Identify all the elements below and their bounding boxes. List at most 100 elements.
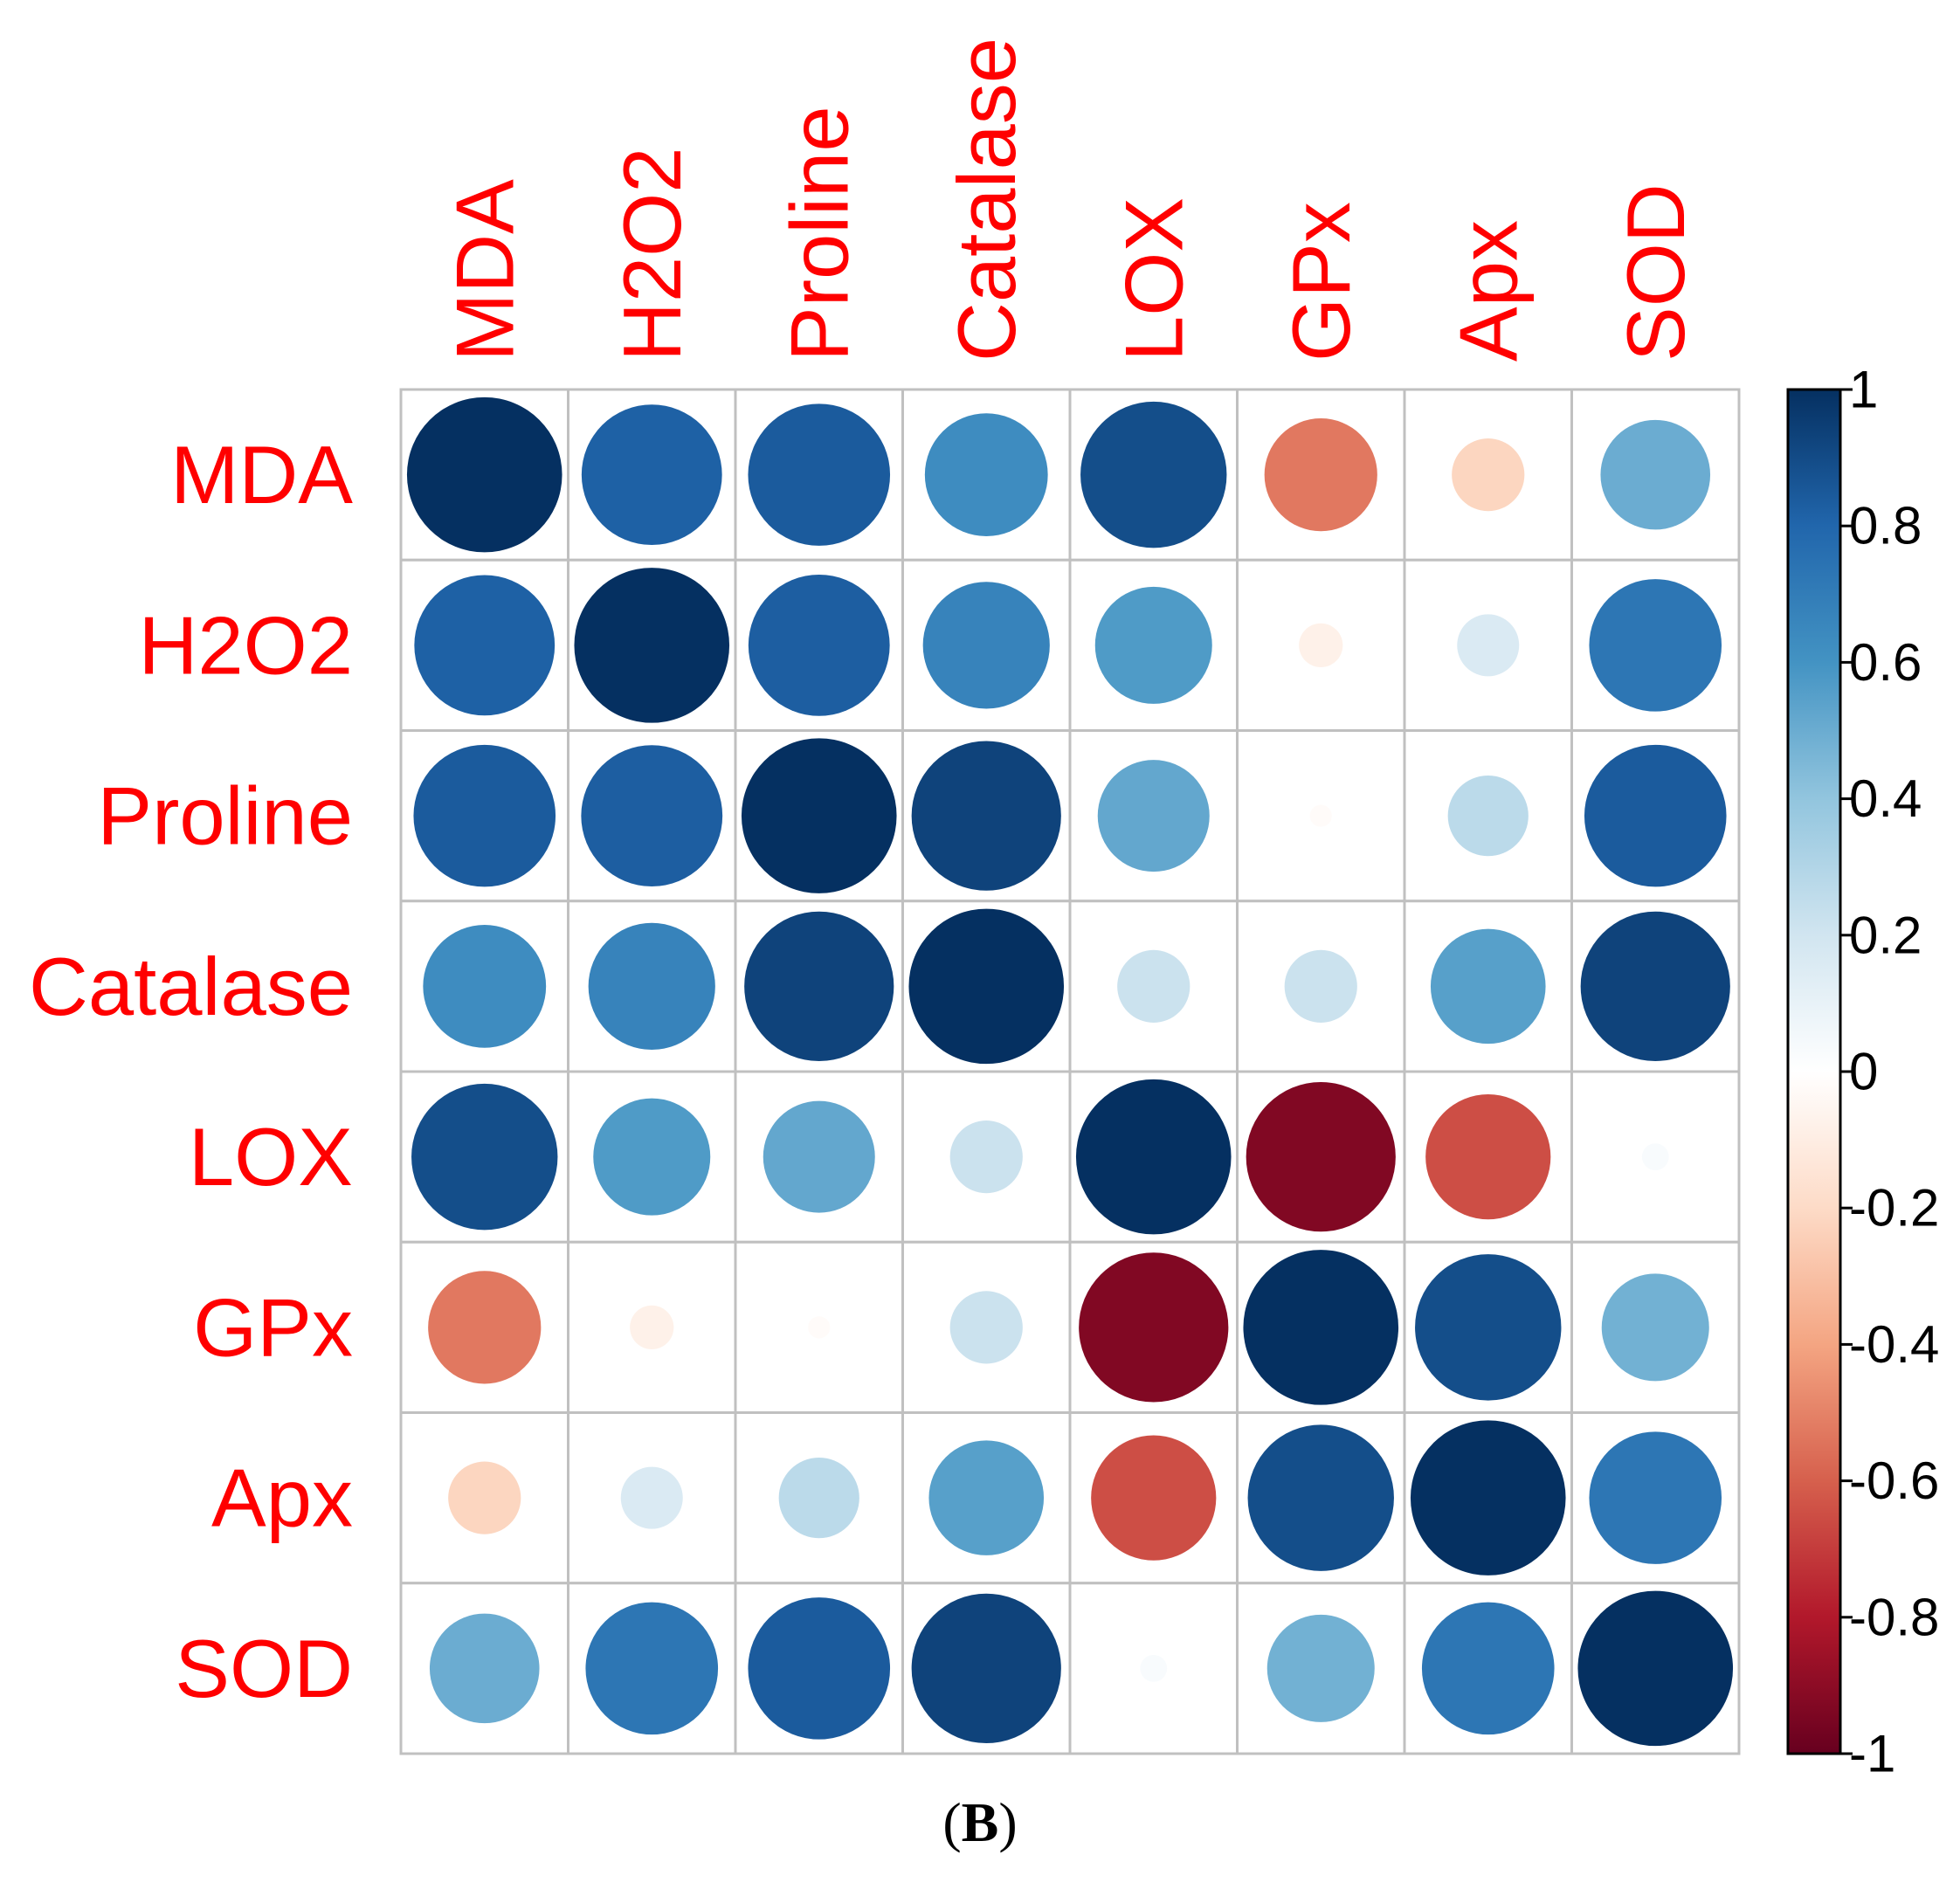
row-label-sod: SOD	[175, 1623, 353, 1714]
corr-circle-proline-proline	[741, 738, 897, 893]
corr-circle-lox-proline	[763, 1100, 875, 1213]
corr-circle-catalase-h2o2	[588, 922, 715, 1050]
corr-circle-sod-catalase	[911, 1593, 1061, 1743]
corr-circle-h2o2-proline	[748, 574, 890, 716]
corr-circle-lox-catalase	[949, 1120, 1023, 1194]
corr-circle-gpx-catalase	[949, 1291, 1023, 1364]
row-label-lox: LOX	[189, 1111, 353, 1203]
corr-circle-mda-gpx	[1264, 418, 1377, 532]
corr-circle-lox-lox	[1075, 1079, 1232, 1235]
corr-circle-apx-lox	[1091, 1435, 1217, 1561]
corr-circle-apx-sod	[1589, 1431, 1722, 1564]
corr-circle-gpx-sod	[1601, 1273, 1709, 1382]
row-labels: MDA H2O2 Proline Catalase LOX GPx Apx SOD	[29, 429, 353, 1714]
column-label-catalase: Catalase	[941, 38, 1032, 362]
corr-circle-h2o2-lox	[1094, 586, 1212, 704]
corr-circle-proline-apx	[1447, 776, 1529, 857]
grid-cell	[1570, 388, 1741, 562]
corr-circle-mda-sod	[1600, 419, 1711, 530]
corr-circle-mda-lox	[1080, 401, 1227, 548]
corr-circle-h2o2-gpx	[1299, 623, 1343, 667]
corr-circle-catalase-gpx	[1284, 949, 1357, 1023]
corr-circle-h2o2-catalase	[922, 582, 1050, 709]
colorbar-tick-label: -0.2	[1849, 1179, 1939, 1238]
corr-circle-gpx-mda	[428, 1271, 542, 1384]
corr-circle-apx-gpx	[1247, 1424, 1394, 1571]
corr-circle-apx-catalase	[928, 1440, 1045, 1555]
corr-circle-lox-sod	[1641, 1143, 1669, 1171]
corr-circle-proline-gpx	[1309, 804, 1332, 827]
colorbar-tick-label: 0.8	[1849, 497, 1922, 555]
row-label-apx: Apx	[211, 1452, 353, 1544]
corr-circle-sod-h2o2	[585, 1602, 719, 1735]
corr-circle-h2o2-h2o2	[574, 568, 730, 723]
corr-circle-sod-apx	[1421, 1602, 1555, 1735]
colorbar-tick-label: 0.6	[1849, 633, 1922, 692]
corr-circle-lox-gpx	[1246, 1082, 1396, 1232]
colorbar-tick-label: -0.6	[1849, 1451, 1939, 1510]
caption-close: )	[998, 1791, 1018, 1853]
figure-caption: (B)	[0, 1790, 1960, 1855]
corr-circle-mda-apx	[1452, 438, 1525, 512]
corr-circle-lox-h2o2	[593, 1098, 711, 1216]
caption-open: (	[942, 1791, 962, 1853]
row-label-proline: Proline	[97, 770, 353, 862]
corr-circle-apx-proline	[778, 1458, 859, 1539]
corr-circle-lox-apx	[1425, 1094, 1551, 1220]
corr-circle-proline-h2o2	[581, 745, 723, 887]
colorbar: 1 0.8 0.6 0.4 0.2 0 -0.2 -0.4 -0.6 -0.8 -1	[1786, 361, 1939, 1783]
corr-circle-gpx-gpx	[1243, 1250, 1399, 1405]
column-label-h2o2: H2O2	[606, 147, 698, 362]
colorbar-tick-label: 0	[1849, 1043, 1878, 1101]
colorbar-tick-label: -1	[1849, 1725, 1895, 1783]
corr-circle-catalase-proline	[744, 911, 894, 1061]
corr-circle-sod-sod	[1577, 1590, 1734, 1747]
correlation-circles	[406, 396, 1734, 1747]
corr-circle-mda-proline	[748, 403, 891, 546]
corr-circle-gpx-h2o2	[630, 1305, 674, 1349]
corr-circle-sod-proline	[748, 1597, 891, 1740]
corr-circle-mda-h2o2	[581, 404, 722, 546]
corr-circle-h2o2-mda	[414, 575, 556, 716]
corr-circle-proline-catalase	[911, 741, 1061, 891]
corr-circle-catalase-mda	[423, 924, 547, 1048]
colorbar-tick-label: 0.4	[1849, 769, 1922, 828]
grid-cell	[1236, 729, 1406, 903]
colorbar-tick-label: -0.4	[1849, 1315, 1939, 1374]
corr-circle-catalase-sod	[1580, 911, 1730, 1061]
column-label-proline: Proline	[773, 106, 865, 362]
row-label-catalase: Catalase	[29, 941, 353, 1032]
corr-circle-apx-h2o2	[620, 1466, 683, 1529]
column-labels: MDA H2O2 Proline Catalase LOX GPx Apx SOD	[438, 38, 1701, 362]
corr-circle-gpx-apx	[1415, 1254, 1562, 1401]
corr-circle-proline-lox	[1097, 760, 1210, 872]
corr-circle-gpx-proline	[808, 1316, 831, 1339]
corr-circle-apx-apx	[1410, 1420, 1566, 1575]
column-label-sod: SOD	[1610, 183, 1701, 362]
corr-circle-sod-gpx	[1266, 1614, 1375, 1722]
colorbar-tick-label: 0.2	[1849, 906, 1922, 964]
corr-circle-sod-lox	[1140, 1654, 1168, 1682]
colorbar-gradient	[1786, 388, 1842, 1755]
corr-circle-proline-mda	[413, 744, 556, 887]
caption-letter: B	[961, 1791, 999, 1853]
corr-circle-sod-mda	[429, 1613, 540, 1724]
corr-circle-gpx-lox	[1079, 1252, 1229, 1403]
corr-circle-h2o2-apx	[1457, 614, 1520, 677]
grid-cell	[1236, 558, 1406, 732]
corr-circle-catalase-apx	[1430, 928, 1546, 1045]
corr-circle-mda-mda	[406, 396, 562, 553]
corr-circle-mda-catalase	[924, 413, 1048, 537]
column-label-gpx: GPx	[1275, 202, 1367, 362]
corr-circle-proline-sod	[1584, 744, 1727, 887]
colorbar-tick-label: 1	[1849, 361, 1878, 419]
column-label-lox: LOX	[1108, 197, 1199, 362]
row-label-mda: MDA	[170, 429, 353, 521]
row-label-h2o2: H2O2	[138, 599, 353, 691]
corr-circle-h2o2-sod	[1589, 579, 1722, 712]
corr-circle-catalase-catalase	[908, 908, 1065, 1065]
colorbar-tick-label: -0.8	[1849, 1588, 1939, 1646]
column-label-mda: MDA	[438, 179, 530, 362]
corr-circle-apx-mda	[448, 1461, 521, 1534]
